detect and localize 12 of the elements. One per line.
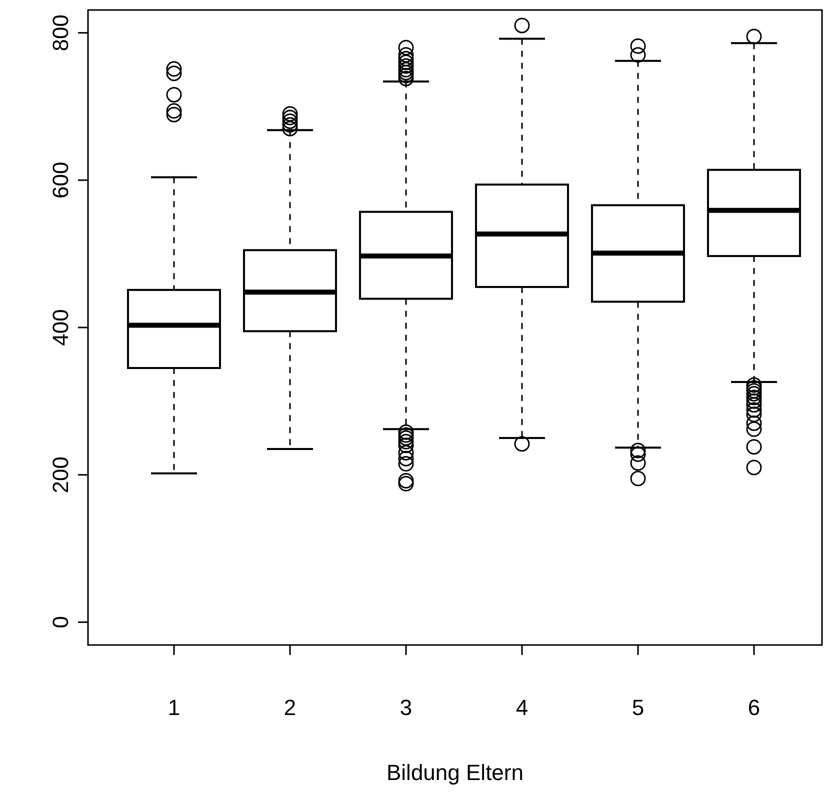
y-tick-label: 400 <box>48 309 73 346</box>
y-tick-label: 800 <box>48 14 73 52</box>
y-tick-label: 200 <box>48 456 73 494</box>
x-tick-label: 5 <box>632 695 644 720</box>
x-tick-label: 2 <box>284 695 296 720</box>
x-tick-label: 6 <box>748 695 760 720</box>
y-tick-label: 600 <box>48 162 73 199</box>
x-tick-label: 4 <box>516 695 528 720</box>
x-tick-label: 3 <box>400 695 412 720</box>
x-axis-title: Bildung Eltern <box>386 760 524 785</box>
x-tick-label: 1 <box>168 695 180 720</box>
y-tick-label: 0 <box>48 616 73 628</box>
